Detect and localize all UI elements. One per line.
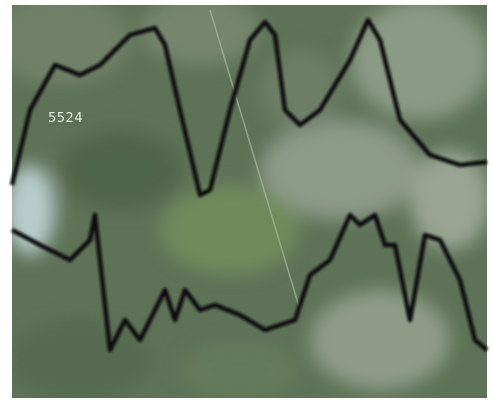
boundary-outline xyxy=(10,212,489,353)
boundary-outline xyxy=(9,17,488,198)
parcel-label: 5524 xyxy=(48,111,83,126)
